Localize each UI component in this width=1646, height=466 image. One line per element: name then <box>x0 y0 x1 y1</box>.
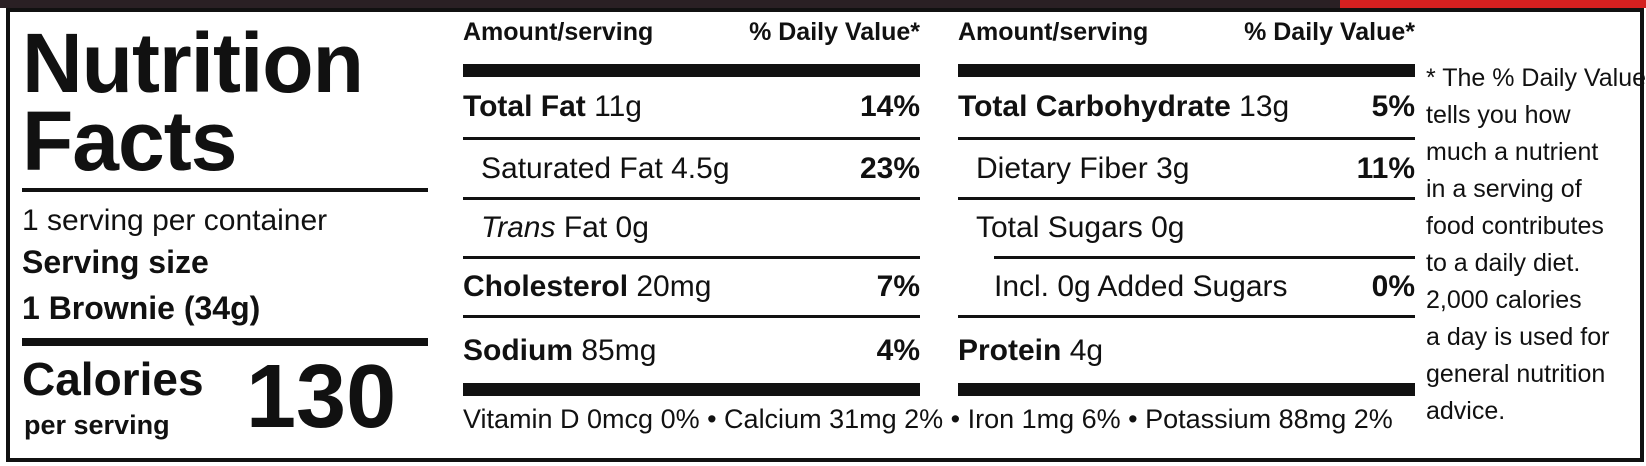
footnote-line: food contributes <box>1426 212 1604 240</box>
nutrient-amount: 4.5g <box>671 151 730 185</box>
package-edge <box>0 0 1646 8</box>
servings: 1 serving per container <box>22 204 328 237</box>
nutrient-row: Total Sugars 0g <box>976 200 1415 259</box>
nutrient-name: Dietary Fiber <box>976 151 1148 185</box>
nutrient-name: Total Fat <box>463 90 586 123</box>
nutrient-row: Dietary Fiber 3g 11% <box>958 140 1415 200</box>
nutrient-name: Total Carbohydrate <box>958 90 1231 123</box>
nutrient-dv: 4% <box>876 333 920 367</box>
footnote-line: to a daily diet. <box>1426 249 1581 277</box>
nutrient-row: Cholesterol 20mg 7% <box>463 259 920 318</box>
rule <box>463 383 920 396</box>
package-edge <box>1340 0 1646 8</box>
title-line: Facts <box>22 94 237 188</box>
rule <box>22 338 428 346</box>
title-line: Nutrition <box>22 16 364 110</box>
nutrient-amount: 20mg <box>636 270 712 303</box>
calories-sub: per serving <box>24 410 170 440</box>
footnote-line: 2,000 calories <box>1426 286 1582 314</box>
nutrient-row: Incl. 0g Added Sugars 0% <box>958 259 1415 318</box>
nutrient-row: Protein 4g <box>958 318 1415 383</box>
nutrient-amount: 0g <box>615 211 649 244</box>
nutrient-row: Sodium 85mg 4% <box>463 318 920 383</box>
nutrient-name: Saturated Fat <box>481 151 663 185</box>
nutrient-row: Saturated Fat 4.5g 23% <box>463 140 920 200</box>
header-dv: % Daily Value* <box>749 18 920 46</box>
nutrient-dv: 5% <box>1371 90 1415 123</box>
vitamins: Vitamin D 0mcg 0% • Calcium 31mg 2% • Ir… <box>463 404 1393 434</box>
nutrient-name: Total Sugars <box>976 211 1143 244</box>
nutrient-name: Incl. 0g Added Sugars <box>994 270 1288 303</box>
nutrient-name-italic: Trans <box>481 211 556 244</box>
nutrient-row: Total Carbohydrate 13g 5% <box>958 77 1415 140</box>
nutrient-name: Sodium <box>463 333 573 367</box>
nutrient-dv: 11% <box>1356 151 1415 185</box>
column-header: Amount/serving % Daily Value* <box>958 18 1415 47</box>
nutrient-dv: 14% <box>859 90 920 123</box>
nutrient-column: Amount/serving % Daily Value* Total Fat … <box>463 0 920 400</box>
footnote-line: * The % Daily Value <box>1426 64 1646 92</box>
header-dv: % Daily Value* <box>1244 18 1415 46</box>
nutrient-dv: 7% <box>876 270 920 303</box>
footnote: * The % Daily Value tells you how much a n… <box>1426 60 1646 430</box>
nutrient-row: Trans Fat 0g <box>463 200 920 259</box>
rule <box>463 64 920 77</box>
footnote-line: much a nutrient <box>1426 138 1599 166</box>
nutrient-dv: 23% <box>859 151 920 185</box>
footnote-line: advice. <box>1426 397 1506 425</box>
calories-value: 130 <box>246 347 397 447</box>
header-amount: Amount/serving <box>958 18 1149 46</box>
nutrient-amount: 13g <box>1239 90 1290 123</box>
footnote-line: general nutrition <box>1426 360 1606 388</box>
rule <box>958 383 1415 396</box>
nutrient-row: Total Fat 11g 14% <box>463 77 920 140</box>
nutrient-name: Cholesterol <box>463 270 629 303</box>
nutrient-amount: 0g <box>1151 211 1185 244</box>
nutrient-column: Amount/serving % Daily Value* Total Carb… <box>958 0 1415 400</box>
nutrient-amount: 4g <box>1069 333 1104 367</box>
footnote-line: tells you how <box>1426 101 1571 129</box>
nutrient-name: Fat <box>563 211 608 244</box>
nutrient-name: Protein <box>958 333 1062 367</box>
calories-label: Calories <box>22 353 204 405</box>
nutrient-amount: 3g <box>1156 151 1190 185</box>
column-header: Amount/serving % Daily Value* <box>463 18 920 47</box>
nutrient-amount: 85mg <box>581 333 657 367</box>
nutrient-dv: 0% <box>1371 270 1415 303</box>
header-amount: Amount/serving <box>463 18 654 46</box>
rule <box>22 188 428 192</box>
rule <box>958 64 1415 77</box>
nutrient-amount: 11g <box>594 90 642 123</box>
serving-size-label: Serving size <box>22 244 209 280</box>
serving-size: 1 Brownie (34g) <box>22 290 261 326</box>
footnote-line: in a serving of <box>1426 175 1582 203</box>
footnote-line: a day is used for <box>1426 323 1610 351</box>
